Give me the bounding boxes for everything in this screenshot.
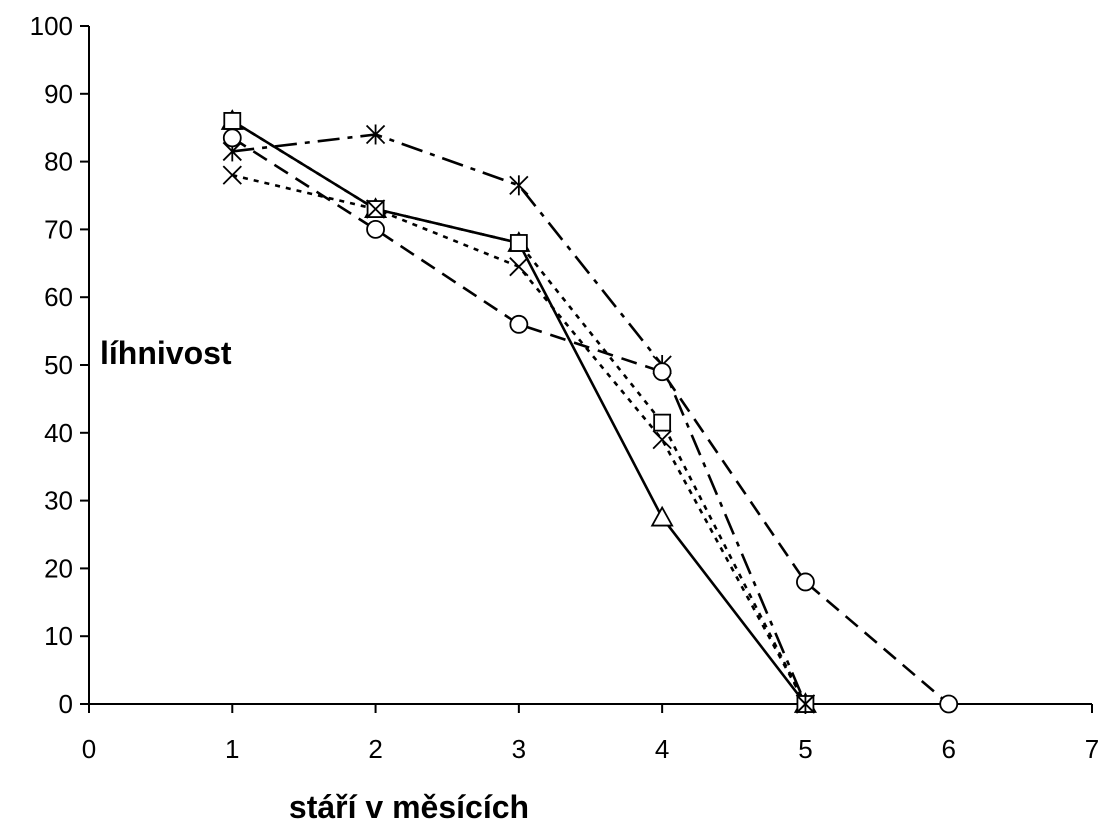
- y-axis-title: líhnivost: [100, 335, 232, 371]
- cross-stroke: [652, 429, 672, 450]
- y-tick-label: 0: [59, 689, 73, 719]
- asterisk-marker: [509, 175, 529, 196]
- circle-shape: [939, 694, 959, 714]
- square-marker: [223, 112, 242, 130]
- series-line-square: [231, 119, 807, 705]
- x-tick-label: 1: [225, 734, 239, 764]
- series-line-cross: [231, 173, 807, 705]
- circle-marker: [509, 314, 529, 334]
- cross-marker: [652, 429, 672, 450]
- square-shape: [223, 112, 242, 130]
- axes: [80, 25, 1093, 713]
- circle-shape: [509, 314, 529, 334]
- asterisk-marker: [365, 124, 386, 145]
- x-tick-label: 3: [512, 734, 526, 764]
- circle-marker: [366, 219, 385, 239]
- x-tick-label: 5: [798, 734, 812, 764]
- circle-shape: [796, 572, 815, 592]
- series-line-asterisk: [232, 133, 807, 705]
- square-shape: [509, 234, 528, 252]
- y-tick-label: 60: [44, 282, 73, 312]
- series-line-circle: [231, 136, 950, 705]
- asterisk-marker: [795, 694, 816, 714]
- cross-marker: [365, 199, 386, 219]
- x-tick-label: 2: [368, 734, 382, 764]
- x-tick-label: 4: [655, 734, 669, 764]
- square-marker: [653, 413, 672, 432]
- square-shape: [653, 413, 672, 432]
- cross-stroke: [365, 199, 386, 219]
- x-tick-label: 6: [941, 734, 955, 764]
- x-tick-label: 0: [82, 734, 96, 764]
- series-line-triangle: [231, 119, 807, 705]
- circle-shape: [222, 128, 242, 148]
- x-tick-label: 7: [1085, 734, 1099, 764]
- labels: 0 10 20 30 40 50 60 70 80 90 100 0 1 2 3 4 5 6 7: [30, 11, 1100, 764]
- cross-marker: [509, 257, 529, 277]
- series-points-square: [223, 112, 815, 713]
- square-marker: [509, 234, 528, 252]
- y-tick-label: 10: [44, 621, 73, 651]
- circle-marker: [939, 694, 959, 714]
- x-axis-title: stáří v měsících: [289, 789, 529, 823]
- circle-marker: [796, 572, 815, 592]
- y-tick-label: 50: [44, 350, 73, 380]
- y-tick-label: 40: [44, 418, 73, 448]
- y-tick-label: 80: [44, 147, 73, 177]
- y-tick-label: 70: [44, 214, 73, 244]
- triangle-marker: [650, 505, 674, 527]
- series-layer: [220, 109, 959, 714]
- y-tick-label: 90: [44, 79, 73, 109]
- series-points-asterisk: [222, 124, 816, 714]
- cross-marker: [222, 165, 242, 185]
- circle-shape: [652, 362, 672, 382]
- y-tick-label: 30: [44, 486, 73, 516]
- series-points-circle: [222, 128, 959, 714]
- circle-marker: [222, 128, 242, 148]
- cross-stroke: [222, 165, 242, 185]
- triangle-shape: [650, 505, 674, 527]
- cross-stroke: [509, 257, 529, 277]
- circle-marker: [652, 362, 672, 382]
- y-tick-label: 20: [44, 553, 73, 583]
- circle-shape: [366, 219, 385, 239]
- series-points-triangle: [220, 109, 817, 713]
- y-tick-label: 100: [30, 11, 73, 41]
